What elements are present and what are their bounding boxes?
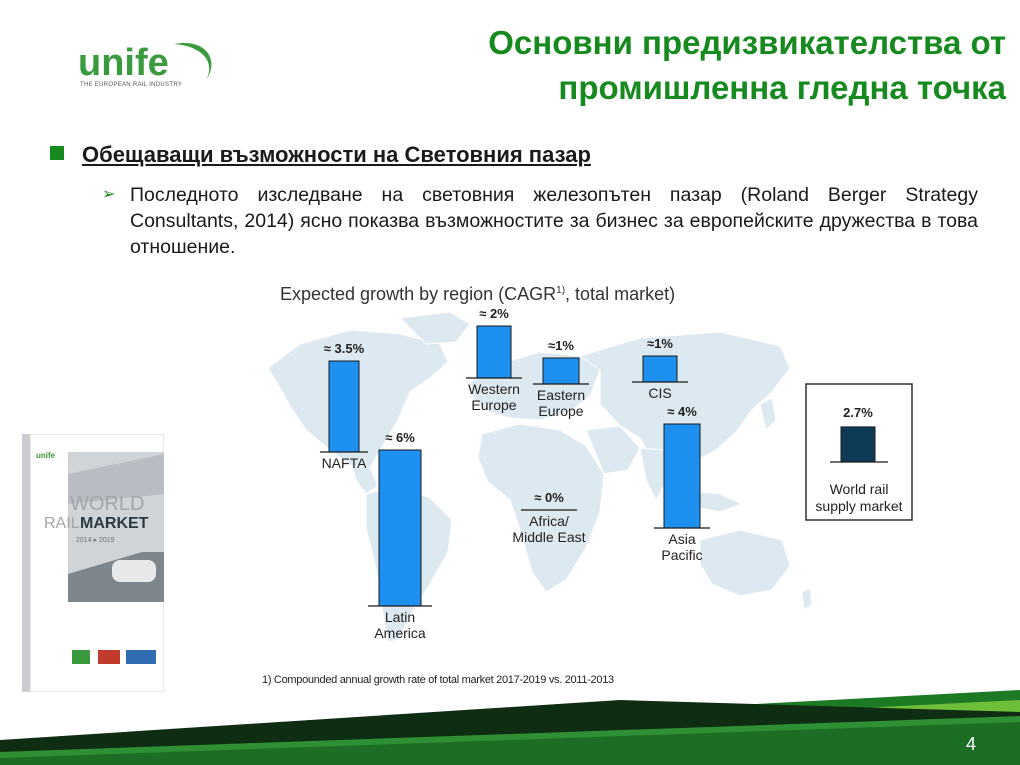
book-brand: unife xyxy=(36,451,56,460)
value-label-0: ≈ 3.5% xyxy=(324,341,365,356)
book-rail: RAIL xyxy=(44,515,80,532)
bar-2 xyxy=(476,325,512,379)
chart-title-end: , total market) xyxy=(565,284,676,304)
bar-0 xyxy=(328,360,360,453)
book-cover-illustration: unife WORLD RAIL MARKET 2014 ▸ 2019 xyxy=(22,433,165,693)
region-label-1-0: Latin xyxy=(385,609,415,625)
chart-title: Expected growth by region (CAGR1), total… xyxy=(280,284,675,305)
world-map xyxy=(267,311,813,643)
unife-logo: unife THE EUROPEAN RAIL INDUSTRY xyxy=(78,38,218,93)
square-bullet-icon xyxy=(50,146,64,160)
region-label-5-1: Middle East xyxy=(512,529,585,545)
value-label-5: ≈ 0% xyxy=(534,490,564,505)
value-label-3: ≈1% xyxy=(548,338,574,353)
sub-bullet-text: Последното изследване на световния желез… xyxy=(130,184,978,258)
supply-bar xyxy=(840,426,876,463)
book-years: 2014 ▸ 2019 xyxy=(76,537,115,544)
region-label-6-0: Asia xyxy=(668,531,695,547)
title-line-1: Основни предизвикателства от xyxy=(488,24,1006,61)
book-market: MARKET xyxy=(80,515,149,532)
region-label-1-1: America xyxy=(374,625,426,641)
bullet-heading-text: Обещаващи възможности на Световния пазар xyxy=(82,142,591,167)
chart-title-main: Expected growth by region (CAGR xyxy=(280,284,557,304)
logo-tagline: THE EUROPEAN RAIL INDUSTRY xyxy=(80,82,183,88)
bullet-heading: Обещаващи възможности на Световния пазар xyxy=(50,142,591,168)
book-word: WORLD xyxy=(70,493,144,515)
bar-6 xyxy=(663,423,701,529)
region-label-4-0: CIS xyxy=(648,385,671,401)
value-label-2: ≈ 2% xyxy=(479,306,509,321)
world-rail-market-book-cover: unife WORLD RAIL MARKET 2014 ▸ 2019 xyxy=(22,433,165,693)
region-label-6-1: Pacific xyxy=(661,547,702,563)
region-label-3-0: Eastern xyxy=(537,387,585,403)
region-label-0-0: NAFTA xyxy=(322,455,368,471)
value-label-6: ≈ 4% xyxy=(667,404,697,419)
logo-swoosh-icon xyxy=(174,42,212,80)
value-label-4: ≈1% xyxy=(647,336,673,351)
logo-word: unife xyxy=(78,42,169,84)
sub-bullet: ➢ Последното изследване на световния жел… xyxy=(102,182,978,260)
bar-1 xyxy=(378,449,422,607)
region-label-2-1: Europe xyxy=(471,397,516,413)
supply-name-1: supply market xyxy=(815,498,902,514)
supply-value-label: 2.7% xyxy=(843,405,873,420)
title-line-2: промишленна гледна точка xyxy=(558,69,1006,106)
arrow-bullet-icon: ➢ xyxy=(102,186,116,203)
bar-4 xyxy=(642,355,678,383)
footnote: 1) Compounded annual growth rate of tota… xyxy=(262,674,614,686)
region-label-2-0: Western xyxy=(468,381,520,397)
page-title: Основни предизвикателства от промишленна… xyxy=(488,20,1006,110)
region-label-5-0: Africa/ xyxy=(529,513,569,529)
value-label-1: ≈ 6% xyxy=(385,430,415,445)
region-label-3-1: Europe xyxy=(538,403,583,419)
supply-box xyxy=(805,383,913,521)
chart-title-sup: 1) xyxy=(556,285,566,296)
bar-3 xyxy=(542,357,580,385)
page-number: 4 xyxy=(965,734,976,754)
supply-name-0: World rail xyxy=(830,481,889,497)
